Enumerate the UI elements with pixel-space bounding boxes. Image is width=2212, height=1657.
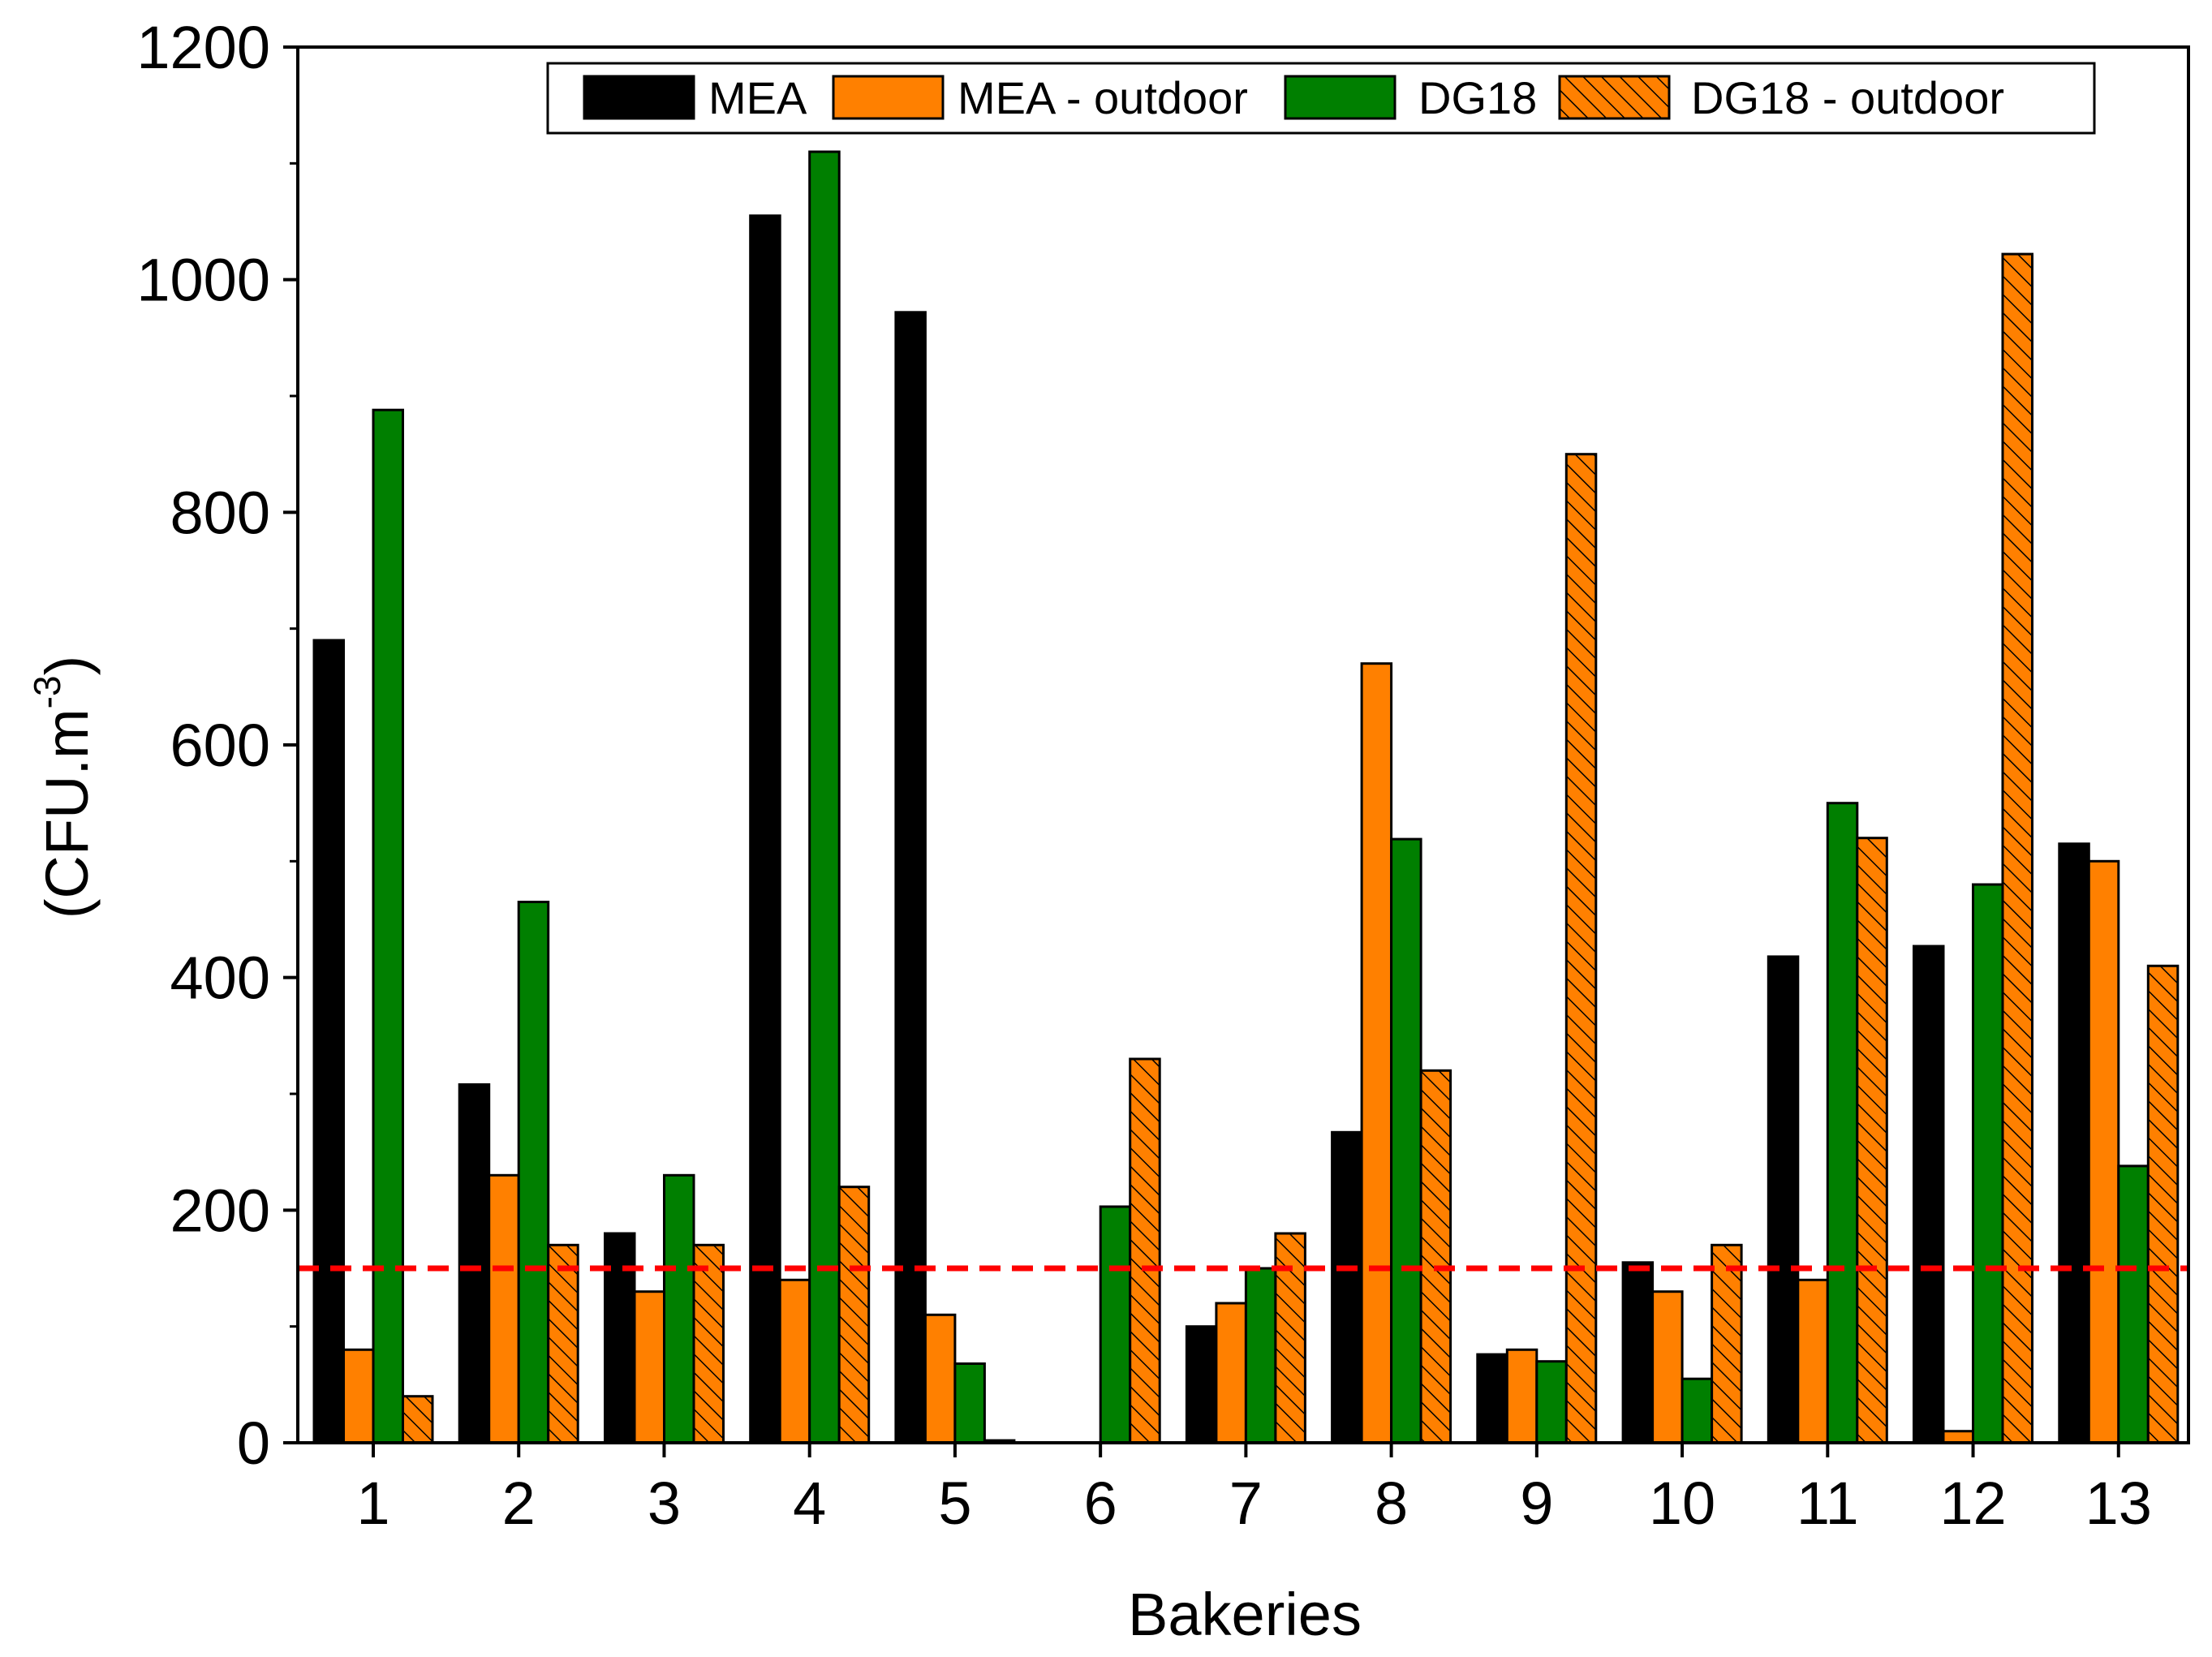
bar-dg18-bakery-1: [372, 408, 404, 1444]
x-tick-label-5: 5: [938, 1470, 971, 1537]
y-tick-label: 600: [170, 712, 270, 779]
legend-label-mea: MEA: [708, 72, 807, 123]
bar-dg18-bakery-3: [663, 1173, 695, 1444]
bar-mea-outdoor-bakery-7: [1215, 1302, 1247, 1444]
x-tick-label-1: 1: [356, 1470, 389, 1537]
bar-mea-outdoor-bakery-2: [488, 1173, 520, 1444]
x-tick-label-4: 4: [793, 1470, 826, 1537]
bar-mea-outdoor-bakery-1: [342, 1348, 375, 1444]
x-tick-label-7: 7: [1229, 1470, 1263, 1537]
x-tick-label-13: 13: [2085, 1470, 2152, 1537]
y-axis-title-main: (CFU.m: [33, 708, 101, 919]
bar-dg18-outdoor-bakery-12: [2001, 252, 2033, 1444]
bar-mea-outdoor-bakery-5: [923, 1313, 957, 1444]
bar-mea-bakery-13: [2058, 842, 2090, 1444]
bar-dg18-bakery-13: [2117, 1164, 2150, 1444]
bar-dg18-bakery-11: [1826, 802, 1859, 1444]
bar-dg18-bakery-10: [1681, 1377, 1714, 1444]
x-tick-label-9: 9: [1520, 1470, 1553, 1537]
bar-mea-bakery-2: [458, 1083, 491, 1444]
bar-mea-bakery-3: [604, 1232, 636, 1444]
x-tick-label-8: 8: [1375, 1470, 1408, 1537]
x-tick-label-6: 6: [1084, 1470, 1117, 1537]
x-tick-label-11: 11: [1797, 1470, 1859, 1537]
bar-mea-outdoor-bakery-13: [2087, 859, 2120, 1444]
bar-mea-outdoor-bakery-3: [633, 1290, 665, 1444]
legend-swatch-dg18-outdoor: [1558, 75, 1671, 120]
bar-mea-bakery-4: [749, 214, 781, 1444]
bar-mea-outdoor-bakery-8: [1360, 662, 1393, 1444]
bar-mea-outdoor-bakery-11: [1797, 1278, 1829, 1444]
bar-mea-bakery-11: [1767, 955, 1800, 1444]
bar-mea-outdoor-bakery-4: [778, 1278, 811, 1444]
y-tick-label: 400: [170, 945, 270, 1012]
bar-mea-bakery-12: [1913, 945, 1945, 1444]
bar-mea-bakery-9: [1476, 1353, 1508, 1444]
bar-dg18-bakery-6: [1099, 1205, 1132, 1444]
bar-dg18-outdoor-bakery-4: [837, 1186, 871, 1444]
bar-mea-outdoor-bakery-9: [1505, 1348, 1539, 1444]
y-tick-label: 1200: [136, 14, 270, 81]
bar-dg18-outdoor-bakery-13: [2146, 964, 2180, 1444]
y-tick-label: 0: [237, 1410, 270, 1477]
y-axis-title: (CFU.m-3): [26, 656, 101, 919]
y-tick-label: 200: [170, 1177, 270, 1244]
legend-swatch-dg18: [1284, 75, 1396, 120]
legend-swatch-mea-outdoor: [832, 75, 945, 120]
bar-mea-bakery-1: [312, 639, 345, 1444]
bar-dg18-outdoor-bakery-3: [692, 1243, 725, 1444]
bar-mea-bakery-5: [894, 311, 927, 1444]
bar-dg18-outdoor-bakery-1: [402, 1395, 434, 1444]
bar-dg18-bakery-7: [1244, 1267, 1277, 1444]
y-axis-title-superscript: -3: [26, 675, 68, 708]
bar-dg18-outdoor-bakery-2: [547, 1243, 579, 1444]
x-tick-label-12: 12: [1939, 1470, 2006, 1537]
bar-dg18-bakery-9: [1535, 1360, 1568, 1444]
bar-mea-bakery-7: [1185, 1325, 1218, 1444]
bar-dg18-outdoor-bakery-10: [1711, 1243, 1743, 1444]
y-tick-label: 1000: [136, 247, 270, 314]
axis-titles: Bakeries (CFU.m-3): [26, 656, 1362, 1648]
legend-label-dg18: DG18: [1418, 72, 1537, 123]
bars-layer: [312, 150, 2180, 1444]
x-axis-title: Bakeries: [1128, 1581, 1362, 1648]
bar-dg18-bakery-12: [1972, 883, 2004, 1444]
bar-mea-bakery-8: [1331, 1130, 1363, 1444]
legend-label-dg18-outdoor: DG18 - outdoor: [1691, 72, 2004, 123]
y-axis-title-close: ): [33, 656, 101, 676]
bar-dg18-bakery-2: [517, 901, 550, 1444]
y-tick-label: 800: [170, 479, 270, 546]
bar-mea-outdoor-bakery-12: [1942, 1430, 1974, 1444]
bar-dg18-outdoor-bakery-6: [1129, 1057, 1161, 1444]
plot-frame: [296, 45, 2190, 1444]
bar-dg18-outdoor-bakery-11: [1856, 837, 1888, 1444]
bar-dg18-outdoor-bakery-8: [1419, 1069, 1452, 1444]
bar-dg18-bakery-4: [808, 150, 841, 1444]
x-tick-label-2: 2: [502, 1470, 536, 1537]
legend-swatch-mea: [583, 75, 695, 120]
x-tick-label-10: 10: [1649, 1470, 1715, 1537]
bar-dg18-bakery-5: [953, 1362, 986, 1444]
bar-dg18-outdoor-bakery-9: [1564, 453, 1598, 1444]
bar-dg18-outdoor-bakery-7: [1274, 1232, 1306, 1444]
bar-dg18-bakery-8: [1390, 837, 1422, 1444]
x-tick-label-3: 3: [648, 1470, 681, 1537]
bar-mea-outdoor-bakery-10: [1651, 1290, 1684, 1444]
legend: MEA MEA - outdoor DG18 DG18 - outdoor: [546, 62, 2096, 135]
legend-label-mea-outdoor: MEA - outdoor: [958, 72, 1248, 123]
bar-mea-bakery-10: [1621, 1261, 1655, 1444]
